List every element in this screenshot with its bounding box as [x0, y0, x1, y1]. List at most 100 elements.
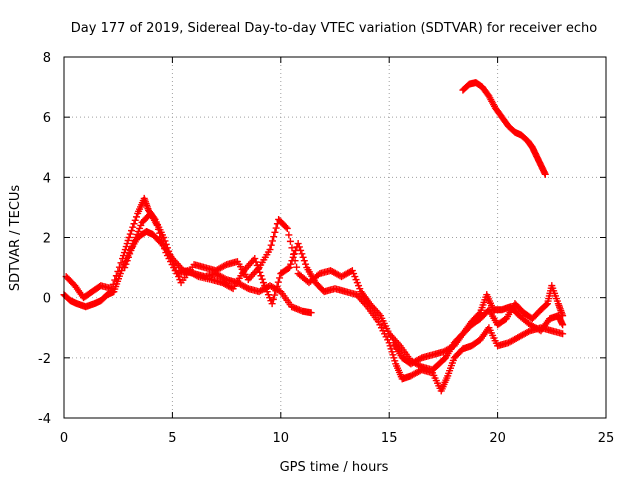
- y-axis-label: SDTVAR / TECUs: [8, 185, 23, 292]
- data-point: [193, 272, 201, 280]
- data-point: [285, 231, 293, 239]
- data-point: [285, 264, 293, 272]
- data-point: [268, 300, 276, 308]
- data-point: [271, 228, 279, 236]
- data-point: [543, 301, 551, 309]
- data-point: [300, 257, 308, 265]
- y-tick-label: 4: [43, 171, 51, 186]
- data-point: [416, 355, 424, 363]
- data-point: [302, 260, 310, 268]
- data-point: [287, 260, 295, 268]
- y-tick-label: -2: [38, 352, 51, 367]
- data-point: [525, 328, 533, 336]
- y-tick-label: 6: [43, 111, 51, 126]
- data-point: [299, 253, 307, 261]
- data-point: [559, 321, 567, 329]
- chart-title: Day 177 of 2019, Sidereal Day-to-day VTE…: [71, 21, 598, 36]
- data-point: [256, 268, 264, 276]
- series-trace-c: [121, 209, 567, 395]
- series-trace-e: [459, 79, 549, 178]
- data-point: [153, 221, 161, 229]
- x-axis-label: GPS time / hours: [280, 460, 389, 475]
- data-point: [297, 246, 305, 254]
- data-point: [253, 261, 261, 269]
- data-point: [122, 260, 130, 268]
- data-point: [252, 258, 260, 266]
- data-point: [159, 241, 167, 249]
- data-point: [132, 213, 140, 221]
- x-tick-label: 15: [381, 431, 398, 446]
- data-point: [111, 276, 119, 284]
- x-tick-label: 20: [489, 431, 506, 446]
- data-points: [60, 79, 567, 395]
- data-point: [161, 245, 169, 253]
- data-point: [268, 237, 276, 245]
- y-tick-label: 2: [43, 232, 51, 247]
- data-point: [154, 225, 162, 233]
- data-point: [289, 253, 297, 261]
- x-tick-label: 5: [168, 431, 176, 446]
- data-point: [158, 237, 166, 245]
- data-point: [114, 267, 122, 275]
- data-point: [129, 223, 137, 231]
- data-point: [243, 284, 251, 292]
- data-point: [127, 246, 135, 254]
- data-point: [273, 282, 281, 290]
- data-point: [251, 255, 259, 263]
- series-trace-d: [390, 282, 567, 368]
- x-tick-labels: 0 5 10 15 20 25: [60, 431, 614, 446]
- data-point: [156, 229, 164, 237]
- grid-lines: [64, 57, 606, 418]
- data-point: [290, 250, 298, 258]
- data-point: [109, 280, 117, 288]
- data-point: [286, 237, 294, 245]
- data-point: [108, 285, 116, 293]
- data-point: [559, 330, 567, 338]
- data-point: [293, 263, 301, 271]
- data-point: [559, 312, 567, 320]
- data-point: [221, 261, 229, 269]
- data-point: [130, 220, 138, 228]
- data-point: [267, 241, 275, 249]
- data-point: [276, 274, 284, 282]
- data-point: [274, 278, 282, 286]
- y-tick-label: 0: [43, 292, 51, 307]
- data-point: [121, 264, 129, 272]
- data-point: [298, 250, 306, 258]
- data-point: [126, 230, 134, 238]
- data-point: [131, 216, 139, 224]
- data-point: [255, 265, 263, 273]
- data-point: [124, 253, 132, 261]
- y-tick-label: 8: [43, 51, 51, 66]
- y-tick-label: -4: [38, 412, 51, 427]
- data-point: [128, 243, 136, 251]
- y-tick-labels: -4 -2 0 2 4 6 8: [38, 51, 51, 427]
- data-point: [288, 244, 296, 252]
- data-point: [270, 233, 278, 241]
- data-point: [112, 272, 120, 280]
- plot-frame: [63, 56, 607, 419]
- data-point: [284, 264, 292, 272]
- data-point: [117, 259, 125, 267]
- data-point: [125, 234, 133, 241]
- data-point: [283, 224, 291, 232]
- data-point: [294, 240, 302, 248]
- data-point: [258, 275, 266, 283]
- data-point: [272, 224, 280, 232]
- data-point: [272, 287, 280, 295]
- x-tick-label: 10: [273, 431, 290, 446]
- data-point: [123, 257, 131, 265]
- data-point: [307, 309, 315, 317]
- data-point: [269, 295, 277, 303]
- data-point: [157, 233, 165, 241]
- data-point: [266, 246, 274, 254]
- data-point: [288, 257, 296, 265]
- data-point: [126, 250, 134, 258]
- data-point: [128, 227, 136, 235]
- data-point: [541, 170, 549, 178]
- data-point: [257, 272, 265, 280]
- data-point: [271, 291, 279, 299]
- data-point: [282, 223, 290, 231]
